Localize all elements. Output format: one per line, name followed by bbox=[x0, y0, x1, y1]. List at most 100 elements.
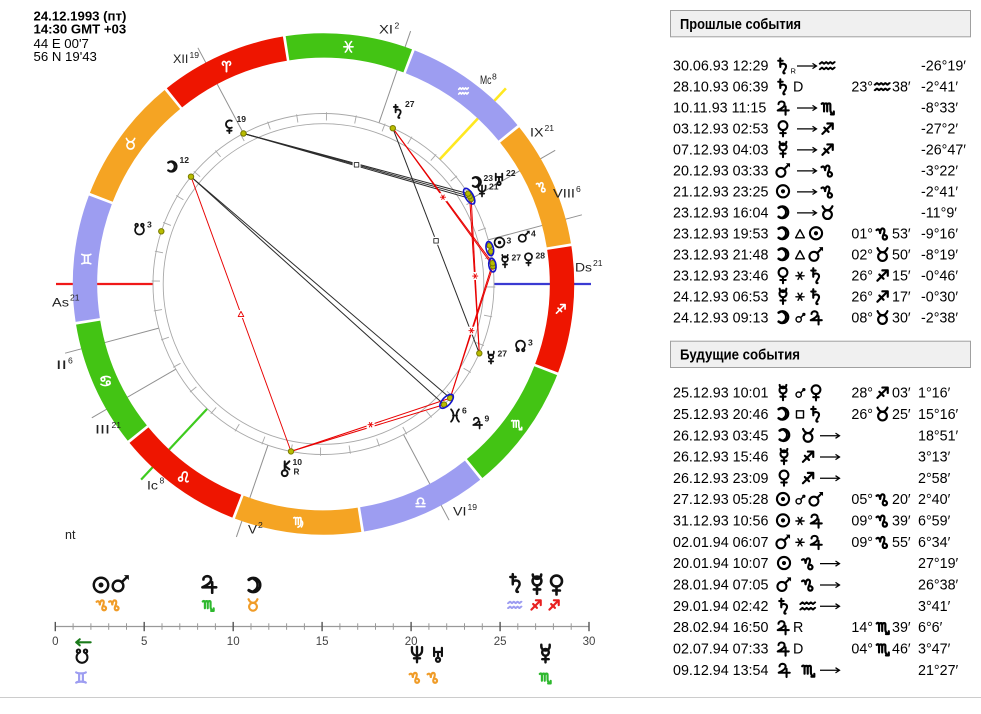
svg-text:10: 10 bbox=[293, 457, 303, 467]
svg-text:25.12.93 20:46: 25.12.93 20:46 bbox=[673, 407, 768, 423]
svg-text:28: 28 bbox=[536, 251, 546, 261]
svg-text:27.12.93 05:28: 27.12.93 05:28 bbox=[673, 492, 768, 508]
svg-text:25: 25 bbox=[494, 636, 507, 648]
svg-text:D: D bbox=[793, 80, 803, 96]
svg-text:02°: 02° bbox=[851, 247, 873, 263]
svg-text:30.06.93 12:29: 30.06.93 12:29 bbox=[673, 59, 768, 75]
svg-text:04°: 04° bbox=[851, 642, 873, 658]
svg-text:3: 3 bbox=[147, 220, 152, 230]
svg-text:20.01.94 10:07: 20.01.94 10:07 bbox=[673, 556, 768, 572]
svg-text:2°40′: 2°40′ bbox=[918, 492, 951, 508]
svg-text:18°51′: 18°51′ bbox=[918, 428, 959, 444]
svg-text:15′: 15′ bbox=[892, 268, 911, 284]
svg-text:28.02.94 16:50: 28.02.94 16:50 bbox=[673, 620, 768, 636]
svg-text:XII: XII bbox=[173, 52, 188, 66]
svg-text:3°47′: 3°47′ bbox=[918, 642, 951, 658]
svg-text:15°16′: 15°16′ bbox=[918, 407, 959, 423]
svg-text:0: 0 bbox=[52, 636, 58, 648]
svg-text:R: R bbox=[793, 620, 803, 636]
svg-text:-27°2′: -27°2′ bbox=[921, 122, 958, 138]
svg-text:Ic: Ic bbox=[147, 479, 158, 493]
svg-text:20′: 20′ bbox=[892, 492, 911, 508]
svg-text:V: V bbox=[248, 523, 258, 537]
svg-text:28.01.94 07:05: 28.01.94 07:05 bbox=[673, 578, 768, 594]
svg-text:-26°19′: -26°19′ bbox=[921, 59, 966, 75]
svg-text:21: 21 bbox=[112, 420, 122, 430]
svg-text:VI: VI bbox=[453, 505, 467, 519]
svg-text:As: As bbox=[52, 296, 69, 310]
svg-text:-11°9′: -11°9′ bbox=[921, 206, 957, 222]
svg-text:III: III bbox=[95, 423, 110, 437]
svg-text:26.12.93 03:45: 26.12.93 03:45 bbox=[673, 428, 768, 444]
svg-text:XI: XI bbox=[379, 23, 393, 37]
svg-text:24.12.93 06:53: 24.12.93 06:53 bbox=[673, 289, 768, 305]
svg-text:03.12.93 02:53: 03.12.93 02:53 bbox=[673, 122, 768, 138]
svg-text:26°: 26° bbox=[851, 407, 873, 423]
svg-text:17′: 17′ bbox=[892, 289, 911, 305]
svg-text:R: R bbox=[294, 468, 300, 477]
svg-text:10: 10 bbox=[227, 636, 240, 648]
svg-text:14:30 GMT +03: 14:30 GMT +03 bbox=[34, 22, 127, 37]
svg-text:05°: 05° bbox=[851, 492, 873, 508]
svg-text:2°58′: 2°58′ bbox=[918, 471, 951, 487]
svg-text:6°59′: 6°59′ bbox=[918, 514, 951, 530]
svg-text:-9°16′: -9°16′ bbox=[921, 226, 958, 242]
svg-text:39′: 39′ bbox=[892, 620, 911, 636]
svg-text:27°19′: 27°19′ bbox=[918, 556, 959, 572]
svg-text:-0°46′: -0°46′ bbox=[921, 268, 958, 284]
svg-text:4: 4 bbox=[531, 229, 536, 239]
svg-text:26°: 26° bbox=[851, 268, 873, 284]
svg-text:5: 5 bbox=[141, 636, 147, 648]
svg-text:30: 30 bbox=[583, 636, 596, 648]
svg-text:38′: 38′ bbox=[892, 80, 911, 96]
svg-text:3: 3 bbox=[528, 338, 533, 348]
svg-text:R: R bbox=[791, 67, 797, 76]
svg-text:25′: 25′ bbox=[892, 407, 911, 423]
svg-text:6: 6 bbox=[462, 406, 467, 416]
svg-text:27: 27 bbox=[512, 253, 522, 263]
svg-text:53′: 53′ bbox=[892, 226, 911, 242]
svg-text:-2°38′: -2°38′ bbox=[921, 310, 958, 326]
svg-text:24.12.93 09:13: 24.12.93 09:13 bbox=[673, 310, 768, 326]
svg-text:44 E 00'7: 44 E 00'7 bbox=[34, 36, 89, 51]
svg-text:6°6′: 6°6′ bbox=[918, 620, 943, 636]
svg-text:21°27′: 21°27′ bbox=[918, 663, 959, 679]
svg-text:26°: 26° bbox=[851, 289, 873, 305]
svg-text:Ds: Ds bbox=[575, 261, 592, 275]
svg-text:6: 6 bbox=[576, 184, 581, 194]
svg-text:23.12.93 16:04: 23.12.93 16:04 bbox=[673, 206, 768, 222]
svg-text:19: 19 bbox=[237, 114, 247, 124]
svg-text:2: 2 bbox=[258, 520, 263, 530]
svg-text:26.12.93 23:09: 26.12.93 23:09 bbox=[673, 471, 768, 487]
svg-text:03′: 03′ bbox=[892, 386, 911, 402]
svg-text:-2°41′: -2°41′ bbox=[921, 80, 958, 96]
svg-text:28°: 28° bbox=[851, 386, 873, 402]
svg-text:Будущие события: Будущие события bbox=[680, 348, 800, 364]
svg-text:23.12.93 23:46: 23.12.93 23:46 bbox=[673, 268, 768, 284]
svg-text:30′: 30′ bbox=[892, 310, 911, 326]
svg-text:3°41′: 3°41′ bbox=[918, 599, 951, 615]
svg-text:21: 21 bbox=[545, 123, 555, 133]
svg-text:19: 19 bbox=[468, 502, 478, 512]
svg-text:Прошлые события: Прошлые события bbox=[680, 17, 801, 33]
svg-text:23.12.93 21:48: 23.12.93 21:48 bbox=[673, 247, 768, 263]
svg-text:23.12.93 19:53: 23.12.93 19:53 bbox=[673, 226, 768, 242]
svg-text:09°: 09° bbox=[851, 535, 873, 551]
svg-text:20: 20 bbox=[405, 636, 418, 648]
svg-text:8: 8 bbox=[492, 72, 497, 82]
svg-text:26°38′: 26°38′ bbox=[918, 578, 959, 594]
svg-text:-8°33′: -8°33′ bbox=[921, 101, 958, 117]
svg-text:10.11.93 11:15: 10.11.93 11:15 bbox=[673, 101, 766, 117]
svg-text:50′: 50′ bbox=[892, 247, 911, 263]
svg-text:28.10.93 06:39: 28.10.93 06:39 bbox=[673, 80, 768, 96]
svg-text:2: 2 bbox=[395, 21, 400, 31]
svg-text:01°: 01° bbox=[851, 226, 873, 242]
svg-text:3: 3 bbox=[507, 236, 512, 246]
svg-text:3°13′: 3°13′ bbox=[918, 450, 951, 466]
svg-text:-8°19′: -8°19′ bbox=[921, 247, 958, 263]
svg-text:23: 23 bbox=[484, 173, 494, 183]
svg-text:D: D bbox=[793, 642, 803, 658]
svg-text:26.12.93 15:46: 26.12.93 15:46 bbox=[673, 450, 768, 466]
svg-text:56 N 19'43: 56 N 19'43 bbox=[34, 49, 97, 64]
svg-text:1°16′: 1°16′ bbox=[918, 386, 951, 402]
